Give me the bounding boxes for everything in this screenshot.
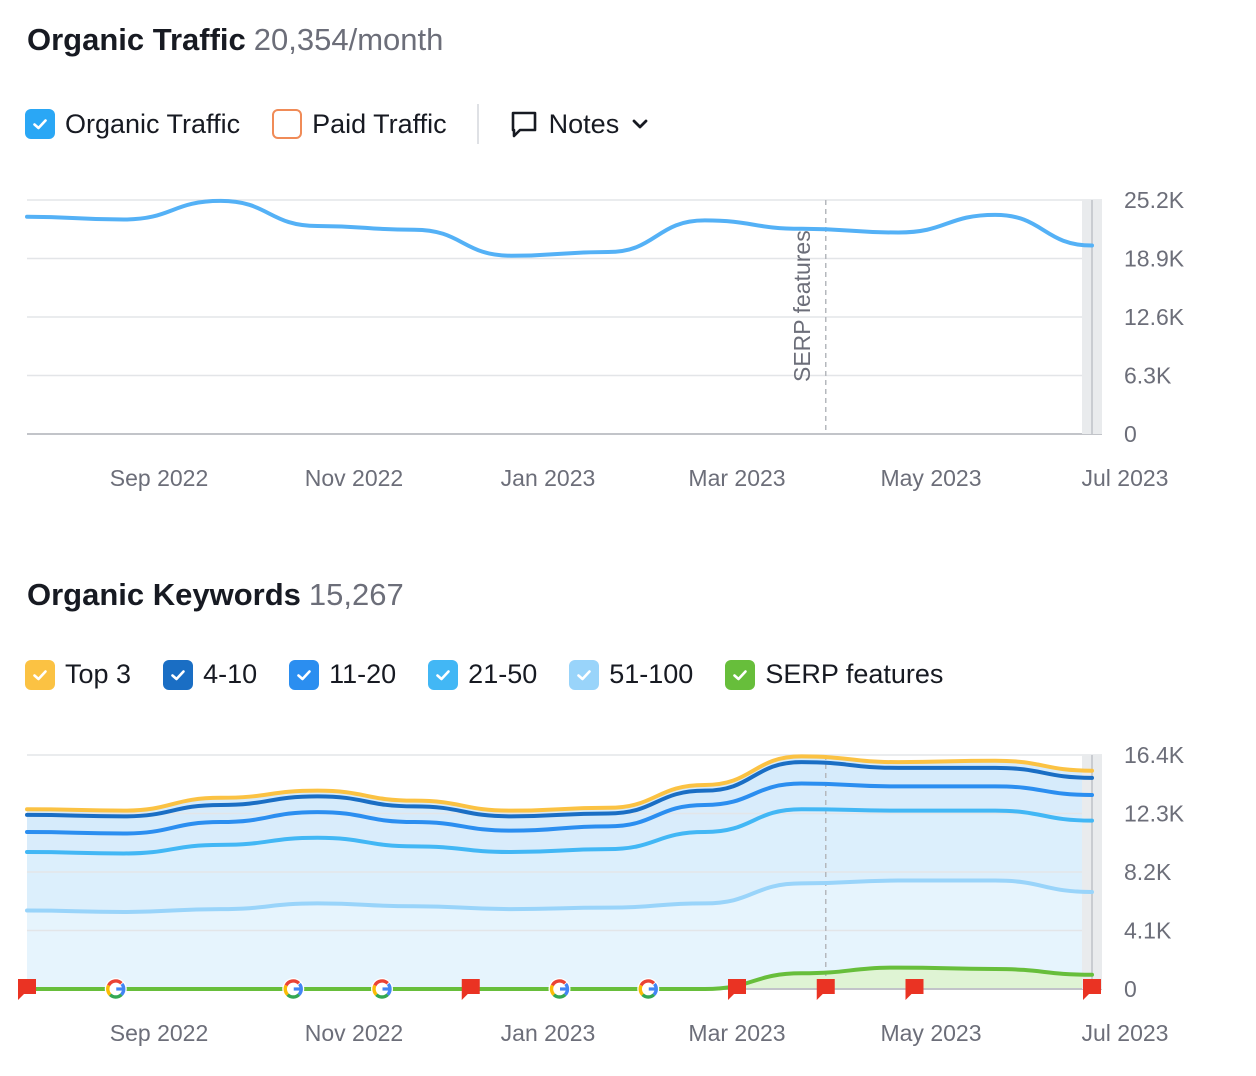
- organic-keywords-value: 15,267: [308, 577, 404, 612]
- checkbox-checked-icon[interactable]: [289, 659, 320, 690]
- y-tick-label: 0: [1124, 976, 1137, 1002]
- y-tick-label: 0: [1124, 421, 1137, 447]
- series-line-4-10: [25, 760, 1094, 819]
- x-tick-label: Jan 2023: [501, 465, 596, 491]
- legend-divider: [476, 104, 479, 144]
- x-tick-label: Sep 2022: [110, 465, 208, 491]
- x-tick-label: Sep 2022: [110, 1020, 208, 1046]
- series-line-top-3: [25, 754, 1094, 813]
- note-flag-icon[interactable]: [18, 979, 36, 1000]
- legend-organic-traffic[interactable]: Organic Traffic: [25, 109, 240, 140]
- legend-paid-traffic-label: Paid Traffic: [312, 108, 447, 139]
- legend-label: 4-10: [203, 659, 258, 689]
- x-tick-label: Jul 2023: [1082, 465, 1169, 491]
- note-flag-icon[interactable]: [728, 979, 746, 1000]
- legend-label: 11-20: [329, 659, 397, 689]
- x-tick-label: Nov 2022: [305, 465, 403, 491]
- google-update-icon[interactable]: [282, 978, 305, 1000]
- y-tick-label: 12.6K: [1124, 304, 1185, 330]
- y-tick-label: 25.2K: [1124, 187, 1185, 213]
- note-flag-icon[interactable]: [1083, 979, 1101, 1000]
- area-51-100: [27, 880, 1092, 989]
- x-tick-label: Mar 2023: [688, 1020, 785, 1046]
- x-tick-label: May 2023: [880, 465, 981, 491]
- legend-21-50[interactable]: 21-50: [428, 659, 537, 690]
- x-tick-label: Jan 2023: [501, 1020, 596, 1046]
- note-flag-icon[interactable]: [816, 979, 835, 1000]
- x-tick-label: Jul 2023: [1082, 1020, 1169, 1046]
- y-tick-label: 12.3K: [1124, 801, 1185, 827]
- organic-traffic-value: 20,354/month: [253, 22, 444, 57]
- checkbox-checked-icon[interactable]: [25, 109, 55, 139]
- organic-traffic-title: Organic Traffic: [27, 22, 246, 57]
- x-tick-label: Mar 2023: [688, 465, 785, 491]
- checkbox-checked-icon[interactable]: [428, 659, 459, 690]
- legend-label: SERP features: [765, 659, 944, 689]
- legend-label: 21-50: [468, 659, 538, 689]
- checkbox-unchecked-icon[interactable]: [272, 109, 303, 139]
- series-line-11-20: [25, 781, 1094, 836]
- organic-keywords-title: Organic Keywords: [27, 577, 301, 612]
- series-line-21-50: [25, 807, 1094, 856]
- keywords-legend: Top 3 4-10 11-20 21-50 51-100 SERP features: [25, 659, 975, 690]
- legend-serp-features[interactable]: SERP features: [725, 659, 943, 690]
- series-line-serp-features: [25, 965, 1094, 992]
- y-tick-label: 4.1K: [1124, 918, 1172, 944]
- organic-keywords-heading: Organic Keywords 15,267: [27, 577, 404, 613]
- organic-keywords-chart: 0 4.1K 8.2K 12.3K 16.4K Sep 2022 Nov 2022 Jan 2…: [18, 742, 1185, 1046]
- legend-organic-traffic-label: Organic Traffic: [65, 108, 241, 139]
- google-update-icon[interactable]: [104, 978, 127, 1000]
- y-tick-label: 18.9K: [1124, 246, 1185, 272]
- legend-label: 51-100: [609, 659, 694, 689]
- legend-paid-traffic[interactable]: Paid Traffic: [272, 109, 447, 140]
- note-flag-icon[interactable]: [461, 979, 480, 1000]
- series-line-51-100: [25, 878, 1094, 914]
- checkbox-checked-icon[interactable]: [725, 659, 756, 690]
- y-tick-label: 16.4K: [1124, 742, 1185, 768]
- google-update-icon[interactable]: [371, 978, 393, 1000]
- serp-features-annotation: SERP features: [789, 230, 815, 382]
- legend-51-100[interactable]: 51-100: [569, 659, 693, 690]
- checkbox-checked-icon[interactable]: [25, 659, 55, 690]
- comment-icon: [511, 111, 536, 138]
- organic-traffic-heading: Organic Traffic 20,354/month: [27, 22, 443, 58]
- notes-dropdown[interactable]: Notes: [509, 109, 652, 140]
- google-update-icon[interactable]: [548, 978, 571, 1000]
- legend-4-10[interactable]: 4-10: [163, 659, 257, 690]
- legend-11-20[interactable]: 11-20: [289, 659, 396, 690]
- organic-traffic-chart: 0 6.3K 12.6K 18.9K 25.2K Sep 2022 Nov 2022 Jan …: [25, 187, 1185, 491]
- legend-label: Top 3: [65, 659, 132, 689]
- notes-label: Notes: [548, 108, 620, 139]
- checkbox-checked-icon[interactable]: [569, 659, 600, 690]
- y-tick-label: 6.3K: [1124, 363, 1172, 389]
- y-tick-label: 8.2K: [1124, 859, 1172, 885]
- google-update-icon[interactable]: [637, 978, 660, 1000]
- legend-top-3[interactable]: Top 3: [25, 659, 131, 690]
- x-tick-label: Nov 2022: [305, 1020, 403, 1046]
- checkbox-checked-icon[interactable]: [163, 659, 194, 690]
- x-tick-label: May 2023: [880, 1020, 981, 1046]
- chevron-down-icon: [632, 119, 648, 129]
- traffic-legend: Organic Traffic Paid Traffic Notes: [25, 104, 651, 144]
- note-flag-icon[interactable]: [905, 979, 924, 1000]
- series-line-organic-traffic: [25, 198, 1094, 258]
